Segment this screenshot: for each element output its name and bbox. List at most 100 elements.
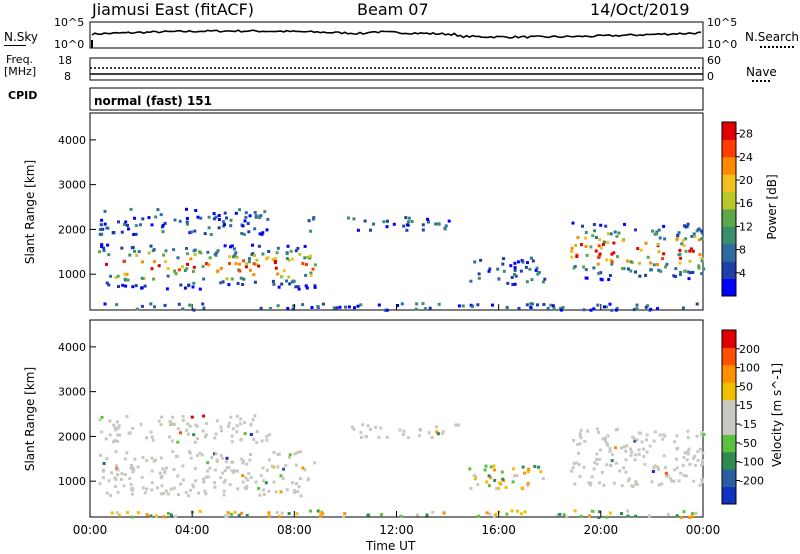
range-cell — [648, 514, 651, 518]
range-cell — [479, 258, 483, 262]
range-cell — [675, 466, 679, 470]
range-cell — [274, 266, 278, 270]
range-cell — [646, 304, 650, 308]
range-cell — [502, 269, 506, 273]
range-cell — [162, 492, 166, 496]
range-cell — [657, 483, 661, 487]
range-cell — [152, 459, 156, 463]
nave-legend-line — [752, 80, 770, 82]
range-cell — [519, 269, 523, 273]
range-cell — [663, 466, 667, 469]
range-cell — [172, 248, 176, 252]
range-cell — [252, 273, 256, 277]
range-cell — [265, 434, 269, 438]
range-cell — [698, 447, 702, 451]
range-cell — [686, 450, 690, 454]
range-cell — [319, 510, 323, 514]
range-cell — [700, 480, 704, 484]
range-cell — [589, 245, 593, 249]
nsearch-tick-top: 10^5 — [707, 16, 738, 29]
colorbar-swatch — [722, 261, 736, 280]
range-cell — [505, 512, 509, 516]
range-cell — [344, 305, 347, 309]
range-cell — [176, 427, 180, 431]
colorbar-swatch — [722, 330, 736, 348]
range-cell — [225, 460, 228, 464]
range-cell — [172, 468, 176, 471]
range-cell — [496, 267, 500, 271]
range-cell — [597, 244, 601, 248]
range-cell — [209, 233, 213, 236]
range-cell — [402, 224, 406, 228]
range-cell — [280, 282, 284, 286]
range-cell — [222, 493, 226, 497]
range-cell — [316, 509, 320, 513]
range-cell — [637, 452, 641, 456]
range-cell — [145, 436, 148, 440]
range-cell — [238, 269, 242, 273]
range-cell — [193, 248, 197, 252]
range-cell — [609, 258, 613, 262]
range-cell — [261, 252, 265, 256]
range-cell — [305, 263, 308, 267]
range-cell — [123, 457, 127, 461]
range-cell — [635, 438, 639, 442]
range-cell — [621, 267, 624, 271]
range-cell — [280, 511, 284, 515]
range-cell — [261, 231, 265, 235]
range-cell — [198, 509, 202, 513]
range-cell — [529, 305, 533, 309]
range-cell — [244, 211, 248, 215]
range-cell — [129, 466, 133, 470]
range-cell — [673, 468, 676, 472]
x-axis-label: Time UT — [366, 539, 416, 553]
range-cell — [309, 229, 313, 233]
range-cell — [225, 216, 228, 220]
range-cell — [152, 277, 156, 281]
range-cell — [288, 453, 292, 457]
range-cell — [253, 254, 257, 257]
y-tick-label: 3000 — [58, 179, 86, 192]
range-cell — [513, 282, 517, 286]
y-tick-label: 4000 — [58, 134, 86, 147]
range-cell — [523, 471, 527, 475]
freq-tick-bottom: 8 — [64, 70, 71, 83]
range-cell — [308, 254, 312, 258]
range-cell — [120, 246, 124, 250]
range-cell — [162, 253, 166, 257]
range-cell — [638, 274, 642, 278]
range-cell — [228, 255, 232, 259]
range-cell — [493, 468, 496, 472]
colorbar-tick-label: 4 — [739, 267, 746, 280]
range-cell — [185, 267, 189, 271]
range-cell — [580, 243, 583, 247]
range-cell — [150, 435, 154, 439]
range-cell — [248, 458, 252, 462]
x-tick-label: 08:00 — [277, 523, 312, 537]
range-cell — [108, 433, 112, 437]
cpid-label: CPID — [8, 89, 38, 102]
range-cell — [185, 220, 189, 224]
range-cell — [160, 484, 164, 488]
range-cell — [149, 430, 153, 434]
range-cell — [157, 419, 161, 423]
range-cell — [239, 276, 243, 280]
range-cell — [700, 229, 704, 233]
range-cell — [528, 267, 532, 271]
range-cell — [272, 480, 276, 484]
range-cell — [241, 474, 245, 478]
colorbar-tick-label: 28 — [739, 128, 753, 141]
range-cell — [485, 480, 489, 484]
nave-label: Nave — [746, 65, 777, 79]
range-cell — [123, 473, 127, 477]
range-cell — [590, 509, 594, 513]
range-cell — [113, 439, 117, 443]
range-cell — [272, 450, 276, 454]
range-cell — [321, 512, 325, 516]
range-cell — [642, 455, 646, 458]
colorbar-tick-label: 50 — [739, 380, 753, 393]
range-cell — [583, 236, 587, 240]
range-cell — [271, 279, 275, 283]
colorbar-swatch — [722, 417, 736, 435]
range-cell — [443, 227, 447, 231]
